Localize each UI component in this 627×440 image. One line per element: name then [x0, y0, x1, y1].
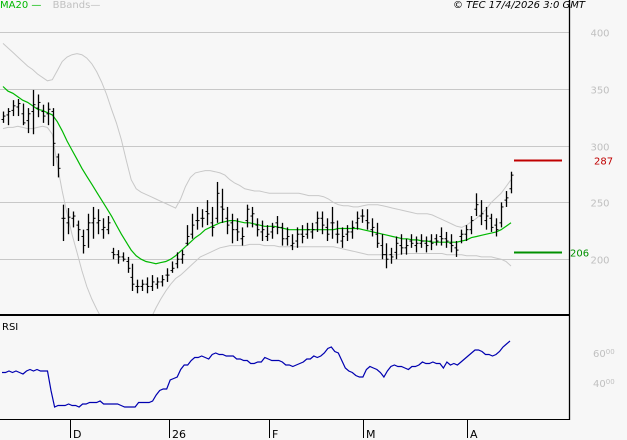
price-gridlines [0, 32, 569, 260]
y-tick-label: 200 [590, 256, 609, 267]
support-level-label: 206 [570, 249, 589, 260]
price-y-axis: 200 250 300 350 400 [590, 29, 609, 267]
rsi-line [2, 340, 511, 408]
legend-ma20: MA20 — [0, 0, 42, 11]
x-tick-label: 26 [172, 428, 186, 440]
y-tick-label: 250 [590, 199, 609, 210]
ma20-line [2, 86, 512, 265]
legend-bbands-label: BBands [52, 0, 91, 11]
y-tick-label: 350 [590, 86, 609, 97]
support-resistance-levels: 287 206 [514, 157, 613, 260]
y-tick-label: 300 [590, 143, 609, 154]
rsi-panel-label: RSI [2, 322, 19, 333]
rsi-tick-label: 4000 [593, 378, 615, 390]
x-tick-label: F [272, 428, 278, 440]
rsi-path [2, 340, 511, 408]
legend-ma20-label: MA20 [0, 0, 29, 11]
legend-bbands: BBands— [52, 0, 101, 11]
resistance-level-label: 287 [594, 157, 613, 168]
rsi-tick-label: 6000 [593, 348, 615, 360]
bband-lower [2, 125, 512, 314]
bollinger-bands [2, 43, 512, 314]
y-tick-label: 400 [590, 29, 609, 40]
bband-upper [2, 43, 512, 228]
price-bars [1, 89, 514, 294]
ma20-path [2, 86, 512, 265]
rsi-y-axis: 4000 6000 [593, 348, 615, 390]
legend: MA20 — BBands— [0, 0, 100, 11]
chart-frame [0, 0, 571, 420]
copyright-timestamp: © TEC 17/4/2026 3:0 GMT [453, 0, 585, 11]
x-tick-label: M [366, 428, 376, 440]
x-tick-label: A [470, 428, 478, 440]
x-tick-label: D [73, 428, 81, 440]
time-x-axis: D 26 F M A [70, 420, 478, 440]
